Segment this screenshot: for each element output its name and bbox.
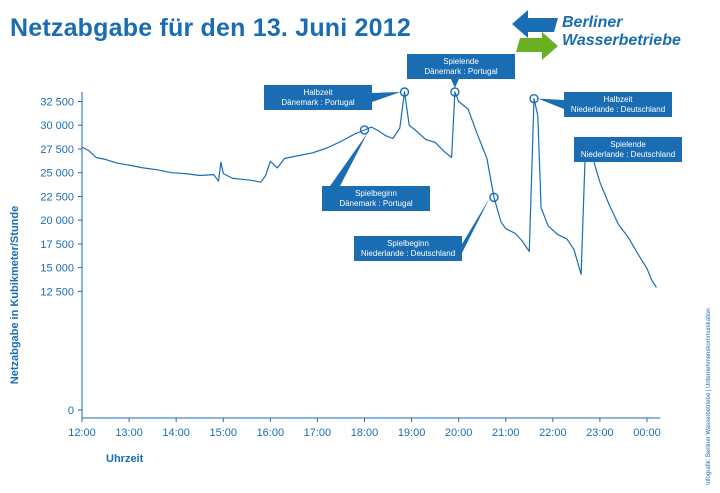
x-tick-label: 23:00 (586, 427, 614, 439)
y-tick-label: 0 (68, 405, 74, 417)
y-tick-label: 20 000 (40, 215, 74, 227)
annotation-text: Spielbeginn (355, 189, 397, 198)
annotation-text: Halbzeit (304, 88, 334, 97)
annotation-pointer (538, 98, 564, 109)
y-tick-label: 12 500 (40, 286, 74, 298)
x-tick-label: 13:00 (115, 427, 143, 439)
axes (81, 92, 661, 419)
x-tick-label: 21:00 (492, 427, 520, 439)
y-tick-label: 27 500 (40, 144, 74, 156)
y-tick-label: 15 000 (40, 263, 74, 275)
annotation-text: Spielbeginn (387, 239, 429, 248)
x-axis-title: Uhrzeit (106, 453, 144, 465)
annotation-box (574, 137, 682, 162)
logo-text-line2: Wasserbetriebe (562, 32, 681, 49)
annotation-box (322, 186, 430, 211)
annotation-box (564, 92, 672, 117)
x-tick-label: 12:00 (68, 427, 96, 439)
annotation-pointer (462, 197, 490, 253)
annotation-text: Niederlande : Deutschland (571, 105, 665, 114)
y-axis-title: Netzabgabe in Kubikmeter/Stunde (9, 206, 21, 384)
annotation-pointer (450, 79, 459, 88)
annotation-pointer (330, 132, 368, 186)
y-tick-label: 32 500 (40, 96, 74, 108)
x-tick-label: 00:00 (633, 427, 661, 439)
x-tick-label: 20:00 (445, 427, 473, 439)
x-tick-label: 18:00 (351, 427, 379, 439)
logo-arrow-top (512, 10, 558, 38)
chart-title: Netzabgabe für den 13. Juni 2012 (10, 14, 411, 42)
annotation-text: Dänemark : Portugal (424, 67, 498, 76)
logo: Berliner Wasserbetriebe (508, 6, 708, 64)
logo-arrows-icon (512, 10, 558, 60)
logo-arrow-bottom (516, 32, 558, 60)
x-tick-label: 14:00 (162, 427, 190, 439)
x-tick-label: 15:00 (209, 427, 237, 439)
annotation-text: Dänemark : Portugal (339, 199, 413, 208)
y-tick-label: 22 500 (40, 191, 74, 203)
annotation-text: Niederlande : Deutschland (581, 150, 675, 159)
y-tick-label: 17 500 (40, 239, 74, 251)
y-axis-title-group: Netzabgabe in Kubikmeter/Stunde (9, 206, 21, 384)
series-line (81, 91, 657, 288)
annotation-box (264, 85, 372, 110)
logo-text-line1: Berliner (562, 14, 623, 31)
annotation-box (354, 236, 462, 261)
annotation-marker (359, 125, 370, 135)
annotation-text: Halbzeit (604, 95, 634, 104)
x-tick-label: 22:00 (539, 427, 567, 439)
x-tick-label: 16:00 (257, 427, 285, 439)
series (81, 91, 657, 288)
x-tick-label: 19:00 (398, 427, 426, 439)
annotation-text: Spielende (610, 140, 646, 149)
annotation-text: Dänemark : Portugal (281, 98, 355, 107)
annotation-text: Spielende (443, 57, 479, 66)
y-tick-label: 30 000 (40, 120, 74, 132)
annotation-pointer (372, 92, 401, 102)
y-tick-label: 25 000 (40, 168, 74, 180)
x-tick-label: 17:00 (304, 427, 332, 439)
annotation-box (407, 54, 515, 79)
ticks: 0 12 500 15 000 17 500 20 000 22 500 25 000 27 … (40, 96, 660, 439)
annotation-text: Niederlande : Deutschland (361, 249, 455, 258)
